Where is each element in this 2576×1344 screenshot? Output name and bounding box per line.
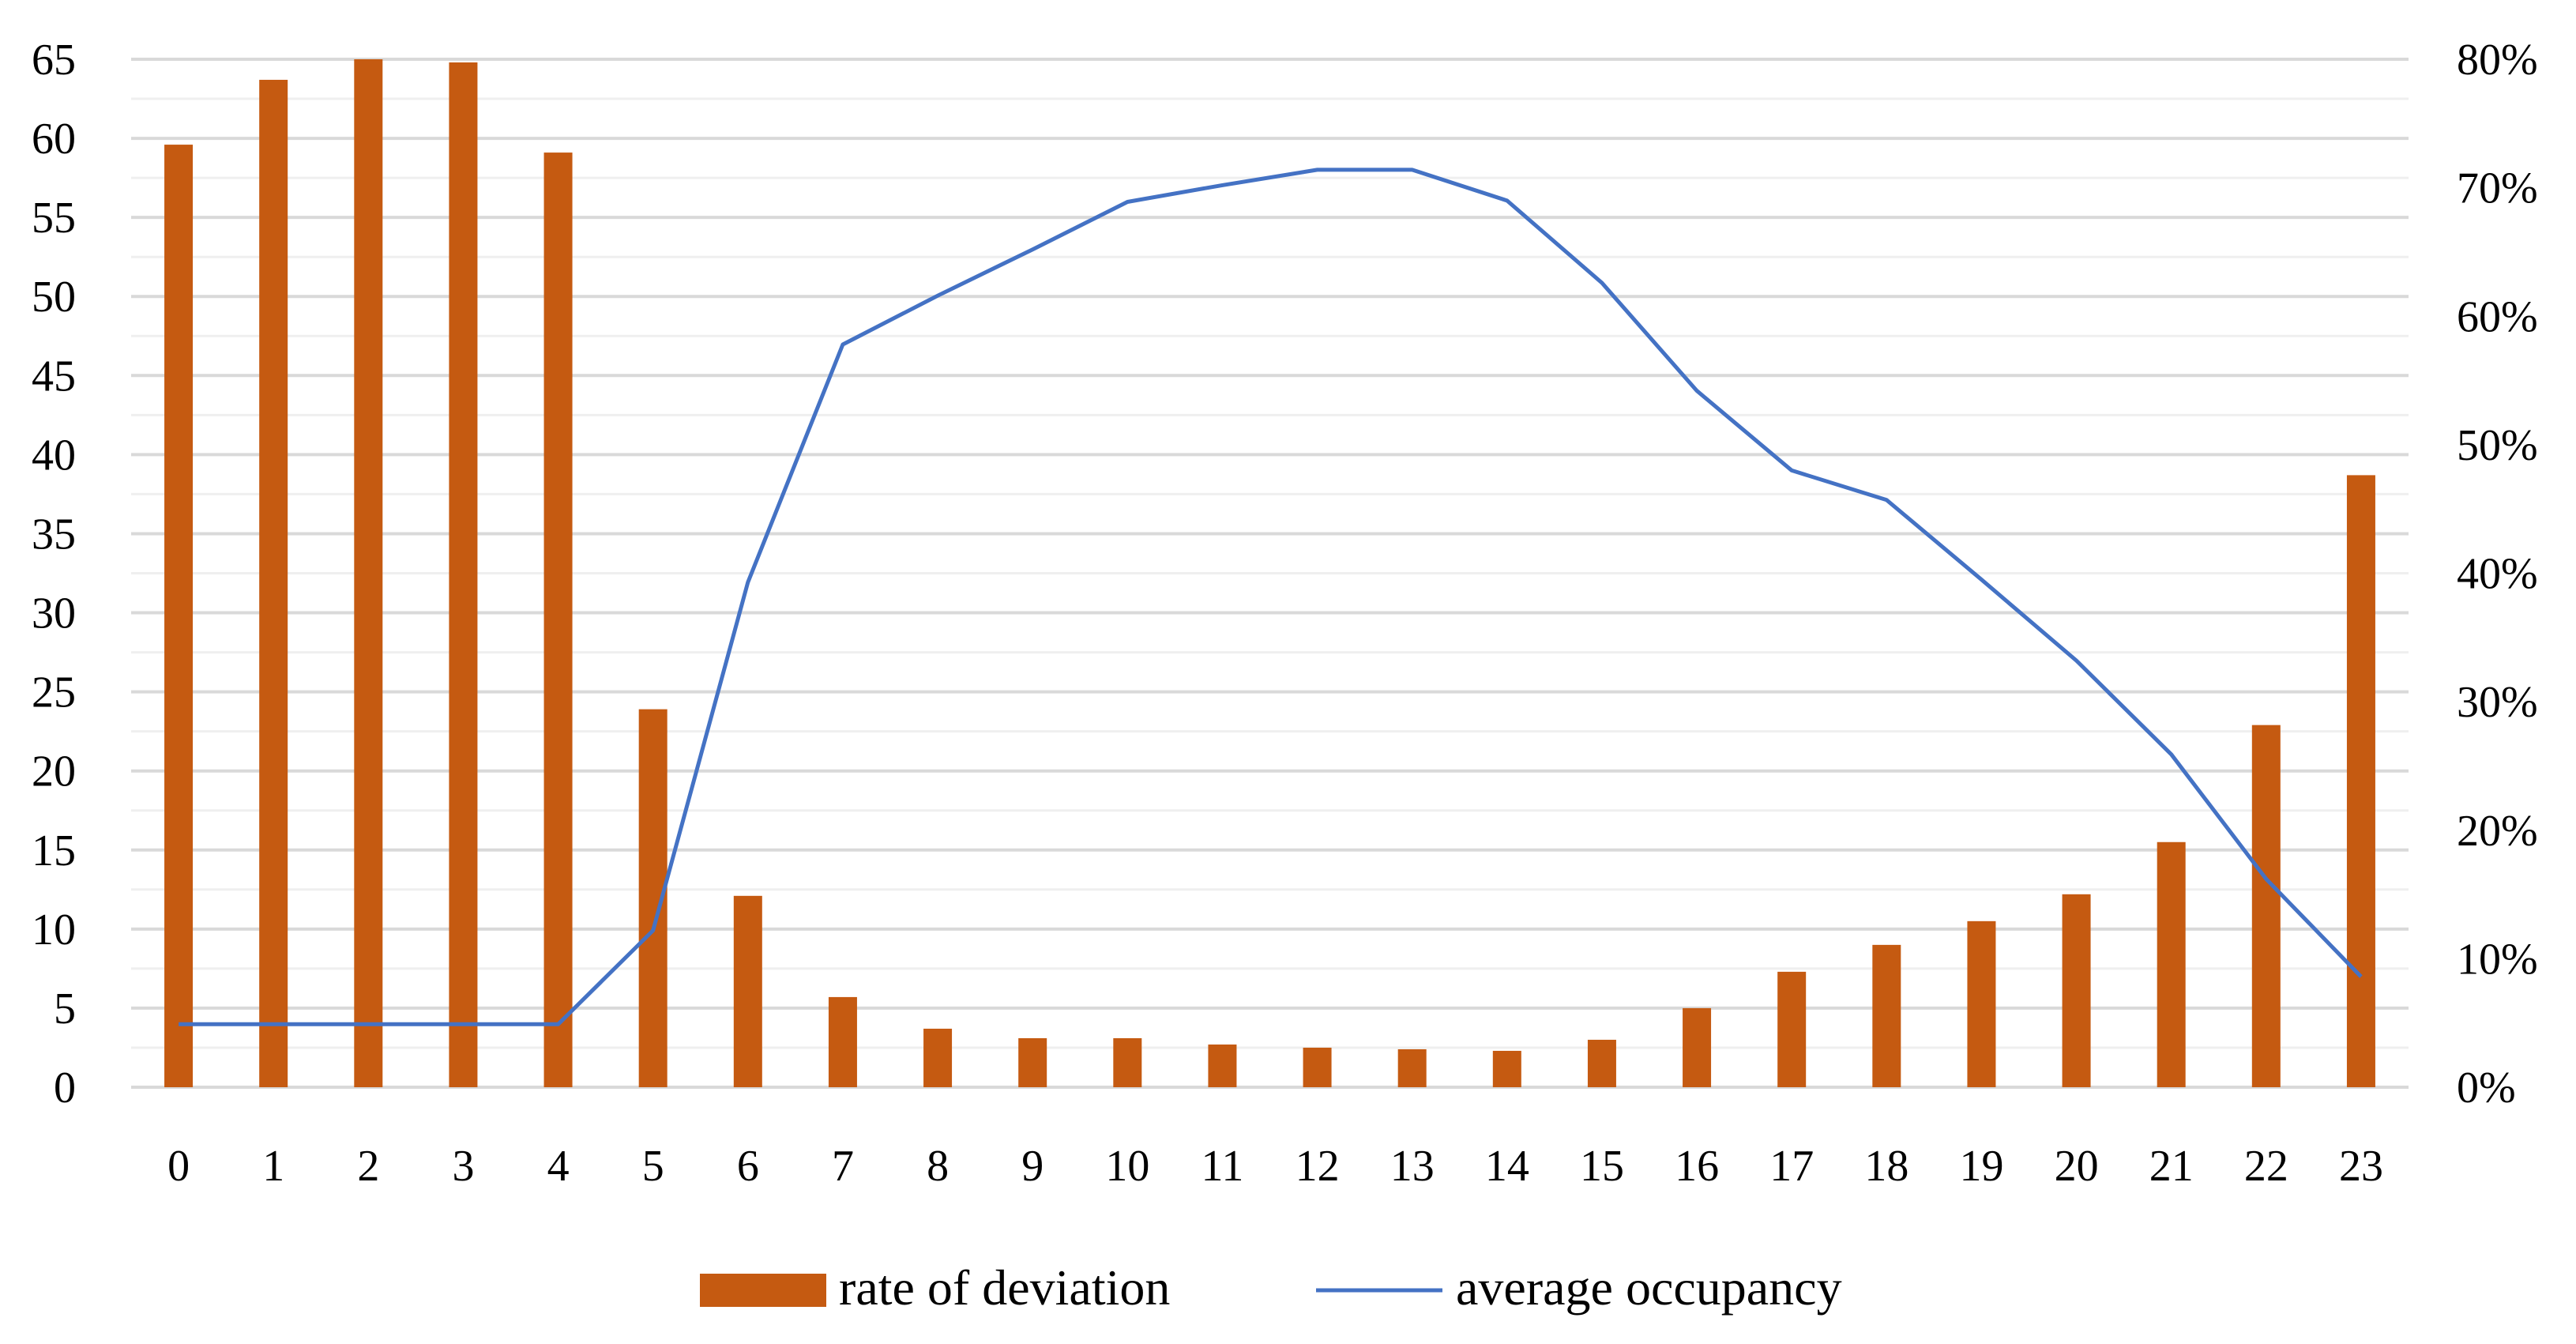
left-tick-label: 40 <box>32 431 76 480</box>
left-tick-label: 0 <box>54 1064 76 1112</box>
bar <box>1208 1044 1237 1087</box>
line-series <box>179 168 2363 1026</box>
right-tick-label: 40% <box>2457 550 2538 599</box>
x-tick-label: 6 <box>737 1142 759 1191</box>
x-tick-label: 20 <box>2055 1142 2099 1191</box>
bar <box>449 62 478 1088</box>
left-tick-label: 5 <box>54 984 76 1033</box>
right-tick-label: 10% <box>2457 935 2538 984</box>
bar <box>354 59 383 1087</box>
bar <box>164 145 194 1087</box>
bar <box>2157 841 2186 1087</box>
left-tick-label: 60 <box>32 115 76 164</box>
x-tick-label: 8 <box>927 1142 949 1191</box>
x-tick-label: 10 <box>1105 1142 1149 1191</box>
left-axis: 0 5 10 15 20 25 30 35 40 45 50 55 60 65 <box>32 36 76 1112</box>
x-tick-label: 15 <box>1580 1142 1624 1191</box>
x-tick-label: 16 <box>1675 1142 1719 1191</box>
x-tick-label: 7 <box>832 1142 854 1191</box>
x-tick-label: 1 <box>262 1142 284 1191</box>
occupancy-line <box>179 168 2363 1026</box>
right-tick-label: 70% <box>2457 164 2538 213</box>
legend: rate of deviation average occupancy <box>700 1259 1842 1316</box>
x-tick-label: 21 <box>2149 1142 2194 1191</box>
bar <box>543 152 573 1087</box>
x-tick-label: 4 <box>547 1142 570 1191</box>
legend-label-bar: rate of deviation <box>839 1259 1170 1316</box>
grid <box>131 58 2409 1089</box>
bar-series <box>164 59 2375 1088</box>
x-tick-label: 0 <box>167 1142 190 1191</box>
x-axis: 0 1 2 3 4 5 6 7 8 9 10 11 12 13 14 15 16 17 18 19 20 21 22 23 <box>167 1142 2383 1191</box>
bar <box>828 996 857 1087</box>
left-tick-label: 55 <box>32 194 76 243</box>
left-tick-label: 15 <box>32 826 76 875</box>
right-tick-label: 0% <box>2457 1064 2516 1112</box>
left-tick-label: 45 <box>32 352 76 401</box>
left-tick-label: 35 <box>32 510 76 559</box>
left-tick-label: 65 <box>32 36 76 85</box>
x-tick-label: 19 <box>1959 1142 2003 1191</box>
bar <box>1587 1039 1616 1087</box>
bar <box>1872 944 1901 1087</box>
x-tick-label: 22 <box>2244 1142 2288 1191</box>
x-tick-label: 2 <box>357 1142 379 1191</box>
bar <box>2346 475 2375 1087</box>
bar <box>2251 725 2281 1087</box>
left-tick-label: 25 <box>32 668 76 717</box>
bar <box>923 1028 953 1087</box>
bar <box>1777 971 1807 1087</box>
bar <box>1113 1037 1142 1087</box>
bar <box>2062 894 2091 1087</box>
x-tick-label: 11 <box>1201 1142 1243 1191</box>
x-tick-label: 5 <box>642 1142 664 1191</box>
legend-label-line: average occupancy <box>1456 1259 1842 1316</box>
x-tick-label: 17 <box>1769 1142 1814 1191</box>
bar <box>733 895 762 1087</box>
bar <box>1018 1037 1047 1087</box>
right-axis: 0% 10% 20% 30% 40% 50% 60% 70% 80% <box>2457 36 2538 1112</box>
left-tick-label: 30 <box>32 589 76 638</box>
x-tick-label: 3 <box>452 1142 474 1191</box>
bar <box>259 80 288 1087</box>
bar <box>1967 920 1996 1087</box>
x-tick-label: 23 <box>2339 1142 2383 1191</box>
bar <box>1397 1048 1427 1087</box>
x-tick-label: 14 <box>1485 1142 1529 1191</box>
left-tick-label: 20 <box>32 747 76 796</box>
right-tick-label: 30% <box>2457 678 2538 727</box>
legend-swatch-bar <box>700 1274 826 1307</box>
x-tick-label: 12 <box>1296 1142 1340 1191</box>
x-tick-label: 13 <box>1390 1142 1435 1191</box>
bar <box>1303 1047 1332 1087</box>
left-tick-label: 50 <box>32 273 76 322</box>
left-tick-label: 10 <box>32 905 76 954</box>
right-tick-label: 60% <box>2457 292 2538 341</box>
x-tick-label: 9 <box>1021 1142 1044 1191</box>
x-tick-label: 18 <box>1864 1142 1908 1191</box>
bar <box>1683 1007 1712 1087</box>
right-tick-label: 50% <box>2457 421 2538 470</box>
right-tick-label: 20% <box>2457 807 2538 856</box>
right-tick-label: 80% <box>2457 36 2538 85</box>
bar <box>1492 1050 1521 1087</box>
